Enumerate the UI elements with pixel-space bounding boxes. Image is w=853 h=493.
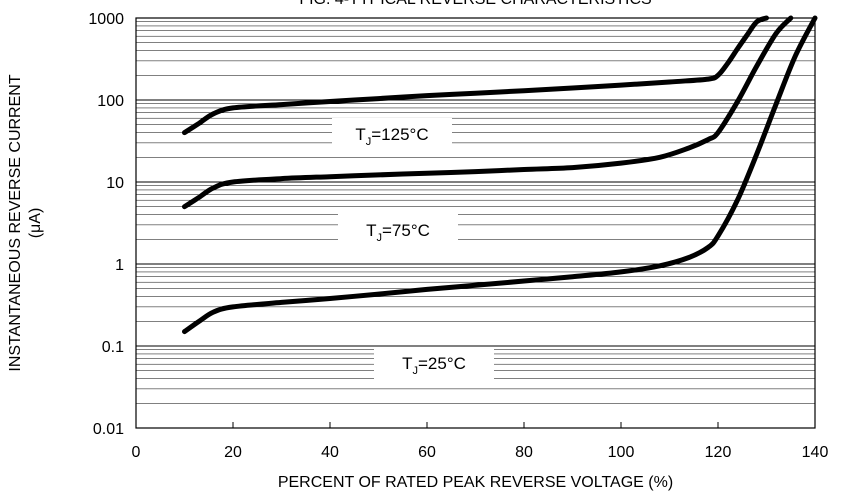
x-tick-label: 140 xyxy=(802,444,829,461)
y-axis-title: INSTANTANEOUS REVERSE CURRENT (μA) xyxy=(7,74,44,371)
y-axis-title-line2: (μA) xyxy=(27,208,44,239)
x-tick-label: 120 xyxy=(705,444,732,461)
x-tick-label: 80 xyxy=(515,444,533,461)
curve-label-background xyxy=(332,118,452,150)
series-line-3 xyxy=(182,15,818,335)
curve-labels: TJ=125°C TJ=75°C TJ=25°C xyxy=(332,118,494,379)
curve-label-background xyxy=(338,214,458,246)
series-line-2 xyxy=(182,15,794,210)
y-tick-label: 10 xyxy=(106,175,124,192)
y-axis-title-line1: INSTANTANEOUS REVERSE CURRENT xyxy=(7,74,24,371)
series-curves xyxy=(182,15,818,335)
y-tick-label: 1 xyxy=(115,257,124,274)
chart-title: FIG. 4-TYPICAL REVERSE CHARACTERISTICS xyxy=(299,0,651,8)
y-axis-ticks: 1000 100 10 1 0.1 0.01 xyxy=(88,11,124,438)
y-tick-label: 1000 xyxy=(88,11,124,28)
x-tick-label: 60 xyxy=(418,444,436,461)
y-tick-label: 100 xyxy=(97,93,124,110)
curve-label-3: TJ=25°C xyxy=(374,347,494,379)
series-line-1 xyxy=(182,15,769,136)
x-tick-label: 0 xyxy=(132,444,141,461)
x-tick-label: 100 xyxy=(608,444,635,461)
x-axis-ticks: 0 20 40 60 80 100 120 140 xyxy=(132,422,829,461)
x-tick-label: 20 xyxy=(224,444,242,461)
plot-frame xyxy=(135,17,816,429)
curve-label-1: TJ=125°C xyxy=(332,118,452,150)
curve-label-text: TJ=75°C xyxy=(366,221,430,244)
curve-label-2: TJ=75°C xyxy=(338,214,458,246)
curve-label-text: TJ=125°C xyxy=(355,125,428,148)
y-tick-label: 0.01 xyxy=(93,421,124,438)
curve-label-text: TJ=25°C xyxy=(402,354,466,377)
x-axis-title: PERCENT OF RATED PEAK REVERSE VOLTAGE (%… xyxy=(278,474,673,491)
curve-label-background xyxy=(374,347,494,379)
y-tick-label: 0.1 xyxy=(102,339,124,356)
x-tick-label: 40 xyxy=(321,444,339,461)
